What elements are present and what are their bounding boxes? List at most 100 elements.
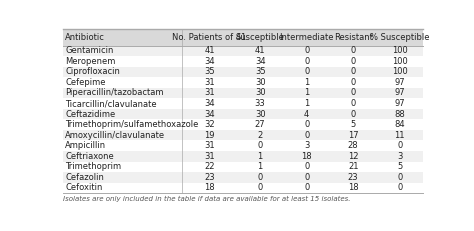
Text: 1: 1	[257, 162, 263, 171]
Text: 33: 33	[255, 99, 265, 108]
Text: 31: 31	[204, 88, 215, 97]
Bar	[63, 182, 423, 193]
Text: 3: 3	[304, 141, 310, 150]
Text: 18: 18	[301, 152, 312, 161]
Text: Antibiotic: Antibiotic	[65, 33, 105, 42]
Text: 0: 0	[397, 173, 402, 182]
Text: 0: 0	[351, 99, 356, 108]
Text: % Susceptible: % Susceptible	[370, 33, 429, 42]
Text: 1: 1	[304, 99, 309, 108]
Text: 0: 0	[397, 183, 402, 192]
Text: 0: 0	[351, 57, 356, 66]
Text: Trimethoprim/sulfamethoxazole: Trimethoprim/sulfamethoxazole	[65, 120, 199, 129]
Text: 0: 0	[397, 141, 402, 150]
Text: Isolates are only included in the table if data are available for at least 15 is: Isolates are only included in the table …	[63, 196, 350, 202]
Text: 5: 5	[397, 162, 402, 171]
Bar	[63, 46, 423, 56]
Text: Amoxycillin/clavulanate: Amoxycillin/clavulanate	[65, 131, 165, 140]
Text: 0: 0	[351, 88, 356, 97]
Text: 12: 12	[348, 152, 358, 161]
Text: 30: 30	[255, 78, 265, 87]
Text: 0: 0	[304, 131, 309, 140]
Text: 41: 41	[204, 46, 215, 55]
Text: 35: 35	[255, 67, 265, 76]
Text: 22: 22	[204, 162, 215, 171]
Text: 21: 21	[348, 162, 358, 171]
Text: 34: 34	[204, 99, 215, 108]
Text: 5: 5	[351, 120, 356, 129]
Bar	[63, 140, 423, 151]
Bar	[63, 67, 423, 77]
Text: 28: 28	[348, 141, 358, 150]
Text: 100: 100	[392, 46, 408, 55]
Text: Intermediate: Intermediate	[279, 33, 334, 42]
Text: Gentamicin: Gentamicin	[65, 46, 114, 55]
Text: No. Patients of 41: No. Patients of 41	[173, 33, 246, 42]
Text: 18: 18	[348, 183, 358, 192]
Text: 31: 31	[204, 141, 215, 150]
Text: 88: 88	[394, 109, 405, 119]
Text: 30: 30	[255, 88, 265, 97]
Text: 31: 31	[204, 152, 215, 161]
Text: Ceftriaxone: Ceftriaxone	[65, 152, 114, 161]
Text: 34: 34	[204, 57, 215, 66]
Text: 3: 3	[397, 152, 402, 161]
Text: 0: 0	[351, 109, 356, 119]
Bar	[63, 30, 423, 46]
Bar	[63, 130, 423, 140]
Text: 0: 0	[304, 67, 309, 76]
Text: 34: 34	[204, 109, 215, 119]
Text: 41: 41	[255, 46, 265, 55]
Text: 97: 97	[394, 99, 405, 108]
Text: 0: 0	[351, 67, 356, 76]
Text: 27: 27	[255, 120, 265, 129]
Text: Meropenem: Meropenem	[65, 57, 116, 66]
Text: 34: 34	[255, 57, 265, 66]
Text: 19: 19	[204, 131, 215, 140]
Text: 35: 35	[204, 67, 215, 76]
Text: 2: 2	[257, 131, 263, 140]
Text: 31: 31	[204, 78, 215, 87]
Text: 100: 100	[392, 67, 408, 76]
Text: 1: 1	[304, 88, 309, 97]
Bar	[63, 88, 423, 98]
Text: Ciprofloxacin: Ciprofloxacin	[65, 67, 120, 76]
Text: 0: 0	[257, 183, 263, 192]
Text: 0: 0	[304, 120, 309, 129]
Text: Trimethoprim: Trimethoprim	[65, 162, 121, 171]
Text: Ampicillin: Ampicillin	[65, 141, 107, 150]
Text: Susceptible: Susceptible	[236, 33, 284, 42]
Text: 11: 11	[394, 131, 405, 140]
Text: 100: 100	[392, 57, 408, 66]
Text: Piperacillin/tazobactam: Piperacillin/tazobactam	[65, 88, 164, 97]
Bar	[63, 109, 423, 119]
Text: 84: 84	[394, 120, 405, 129]
Bar	[63, 77, 423, 88]
Text: 18: 18	[204, 183, 215, 192]
Text: 0: 0	[304, 57, 309, 66]
Text: 0: 0	[257, 173, 263, 182]
Text: 30: 30	[255, 109, 265, 119]
Text: 17: 17	[348, 131, 358, 140]
Text: 4: 4	[304, 109, 309, 119]
Text: 0: 0	[304, 173, 309, 182]
Text: 1: 1	[257, 152, 263, 161]
Text: Ceftazidime: Ceftazidime	[65, 109, 116, 119]
Text: 0: 0	[304, 183, 309, 192]
Text: Cefepime: Cefepime	[65, 78, 106, 87]
Text: 97: 97	[394, 78, 405, 87]
Text: Ticarcillin/clavulanate: Ticarcillin/clavulanate	[65, 99, 157, 108]
Text: Resistant: Resistant	[334, 33, 373, 42]
Bar	[63, 161, 423, 172]
Bar	[63, 98, 423, 109]
Text: 0: 0	[304, 46, 309, 55]
Text: 0: 0	[351, 46, 356, 55]
Bar	[63, 56, 423, 67]
Bar	[63, 151, 423, 161]
Text: 23: 23	[204, 173, 215, 182]
Text: 0: 0	[257, 141, 263, 150]
Bar	[63, 119, 423, 130]
Text: 0: 0	[351, 78, 356, 87]
Text: 32: 32	[204, 120, 215, 129]
Text: Cefoxitin: Cefoxitin	[65, 183, 103, 192]
